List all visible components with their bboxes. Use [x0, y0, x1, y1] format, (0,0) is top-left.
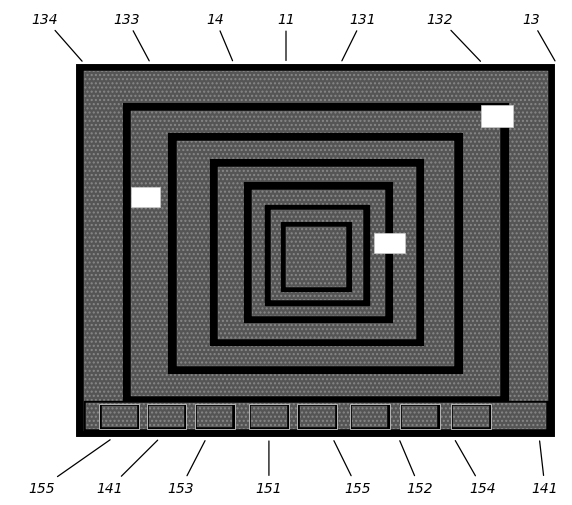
Bar [454, 406, 488, 427]
Bar [177, 141, 455, 367]
Text: 155: 155 [28, 440, 110, 495]
Text: 154: 154 [455, 441, 496, 495]
Bar [297, 405, 337, 429]
Bar [211, 161, 423, 345]
Text: 131: 131 [342, 13, 376, 62]
Bar [251, 406, 287, 427]
Bar [245, 183, 392, 323]
Text: 152: 152 [400, 441, 433, 495]
Bar [252, 190, 385, 317]
Bar [481, 106, 513, 128]
Bar [249, 405, 289, 429]
Bar [146, 405, 186, 429]
Bar [286, 227, 346, 288]
Bar [84, 72, 548, 431]
Text: 132: 132 [426, 13, 480, 62]
Text: 13: 13 [522, 13, 555, 62]
Bar [218, 168, 416, 339]
Bar [131, 187, 160, 207]
Text: 11: 11 [277, 13, 295, 62]
Bar [349, 405, 390, 429]
Bar [100, 405, 139, 429]
Bar [197, 406, 232, 427]
Bar [451, 405, 491, 429]
Bar [265, 206, 368, 305]
Text: 155: 155 [334, 441, 371, 495]
Text: 141: 141 [532, 441, 558, 495]
Bar [352, 406, 387, 427]
Bar [86, 403, 546, 429]
Bar [124, 105, 508, 403]
Bar [281, 222, 351, 292]
Bar [76, 64, 557, 438]
Text: 153: 153 [168, 441, 205, 495]
Bar [271, 211, 363, 300]
Bar [131, 112, 500, 396]
Bar [84, 401, 548, 431]
Text: 14: 14 [206, 13, 233, 62]
Bar [195, 405, 235, 429]
Bar [149, 406, 184, 427]
Bar [169, 134, 462, 373]
Bar [374, 233, 405, 254]
Text: 151: 151 [256, 441, 282, 495]
Bar [402, 406, 438, 427]
Text: 133: 133 [113, 13, 149, 62]
Text: 134: 134 [31, 13, 82, 62]
Bar [102, 406, 137, 427]
Bar [400, 405, 440, 429]
Text: 141: 141 [96, 440, 158, 495]
Bar [300, 406, 335, 427]
